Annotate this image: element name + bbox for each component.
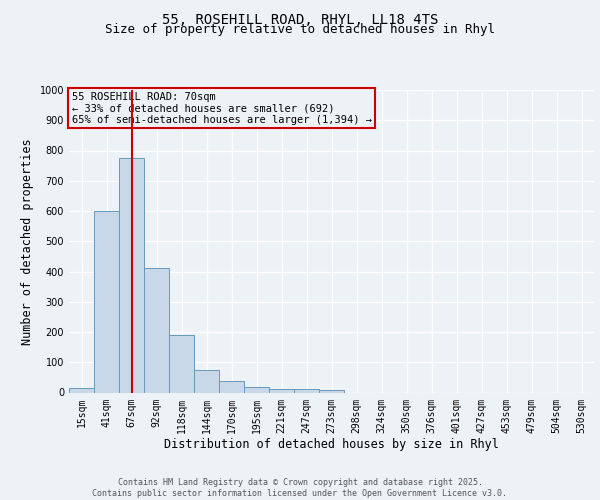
Bar xyxy=(319,390,344,392)
Bar xyxy=(69,388,94,392)
Text: 55, ROSEHILL ROAD, RHYL, LL18 4TS: 55, ROSEHILL ROAD, RHYL, LL18 4TS xyxy=(162,12,438,26)
Y-axis label: Number of detached properties: Number of detached properties xyxy=(21,138,34,344)
X-axis label: Distribution of detached houses by size in Rhyl: Distribution of detached houses by size … xyxy=(164,438,499,451)
Text: Contains HM Land Registry data © Crown copyright and database right 2025.
Contai: Contains HM Land Registry data © Crown c… xyxy=(92,478,508,498)
Bar xyxy=(294,388,319,392)
Bar xyxy=(244,387,269,392)
Bar xyxy=(194,370,219,392)
Text: 55 ROSEHILL ROAD: 70sqm
← 33% of detached houses are smaller (692)
65% of semi-d: 55 ROSEHILL ROAD: 70sqm ← 33% of detache… xyxy=(71,92,371,124)
Bar xyxy=(144,268,169,392)
Bar xyxy=(169,335,194,392)
Text: Size of property relative to detached houses in Rhyl: Size of property relative to detached ho… xyxy=(105,22,495,36)
Bar xyxy=(219,381,244,392)
Bar xyxy=(119,158,144,392)
Bar xyxy=(94,211,119,392)
Bar xyxy=(269,388,294,392)
